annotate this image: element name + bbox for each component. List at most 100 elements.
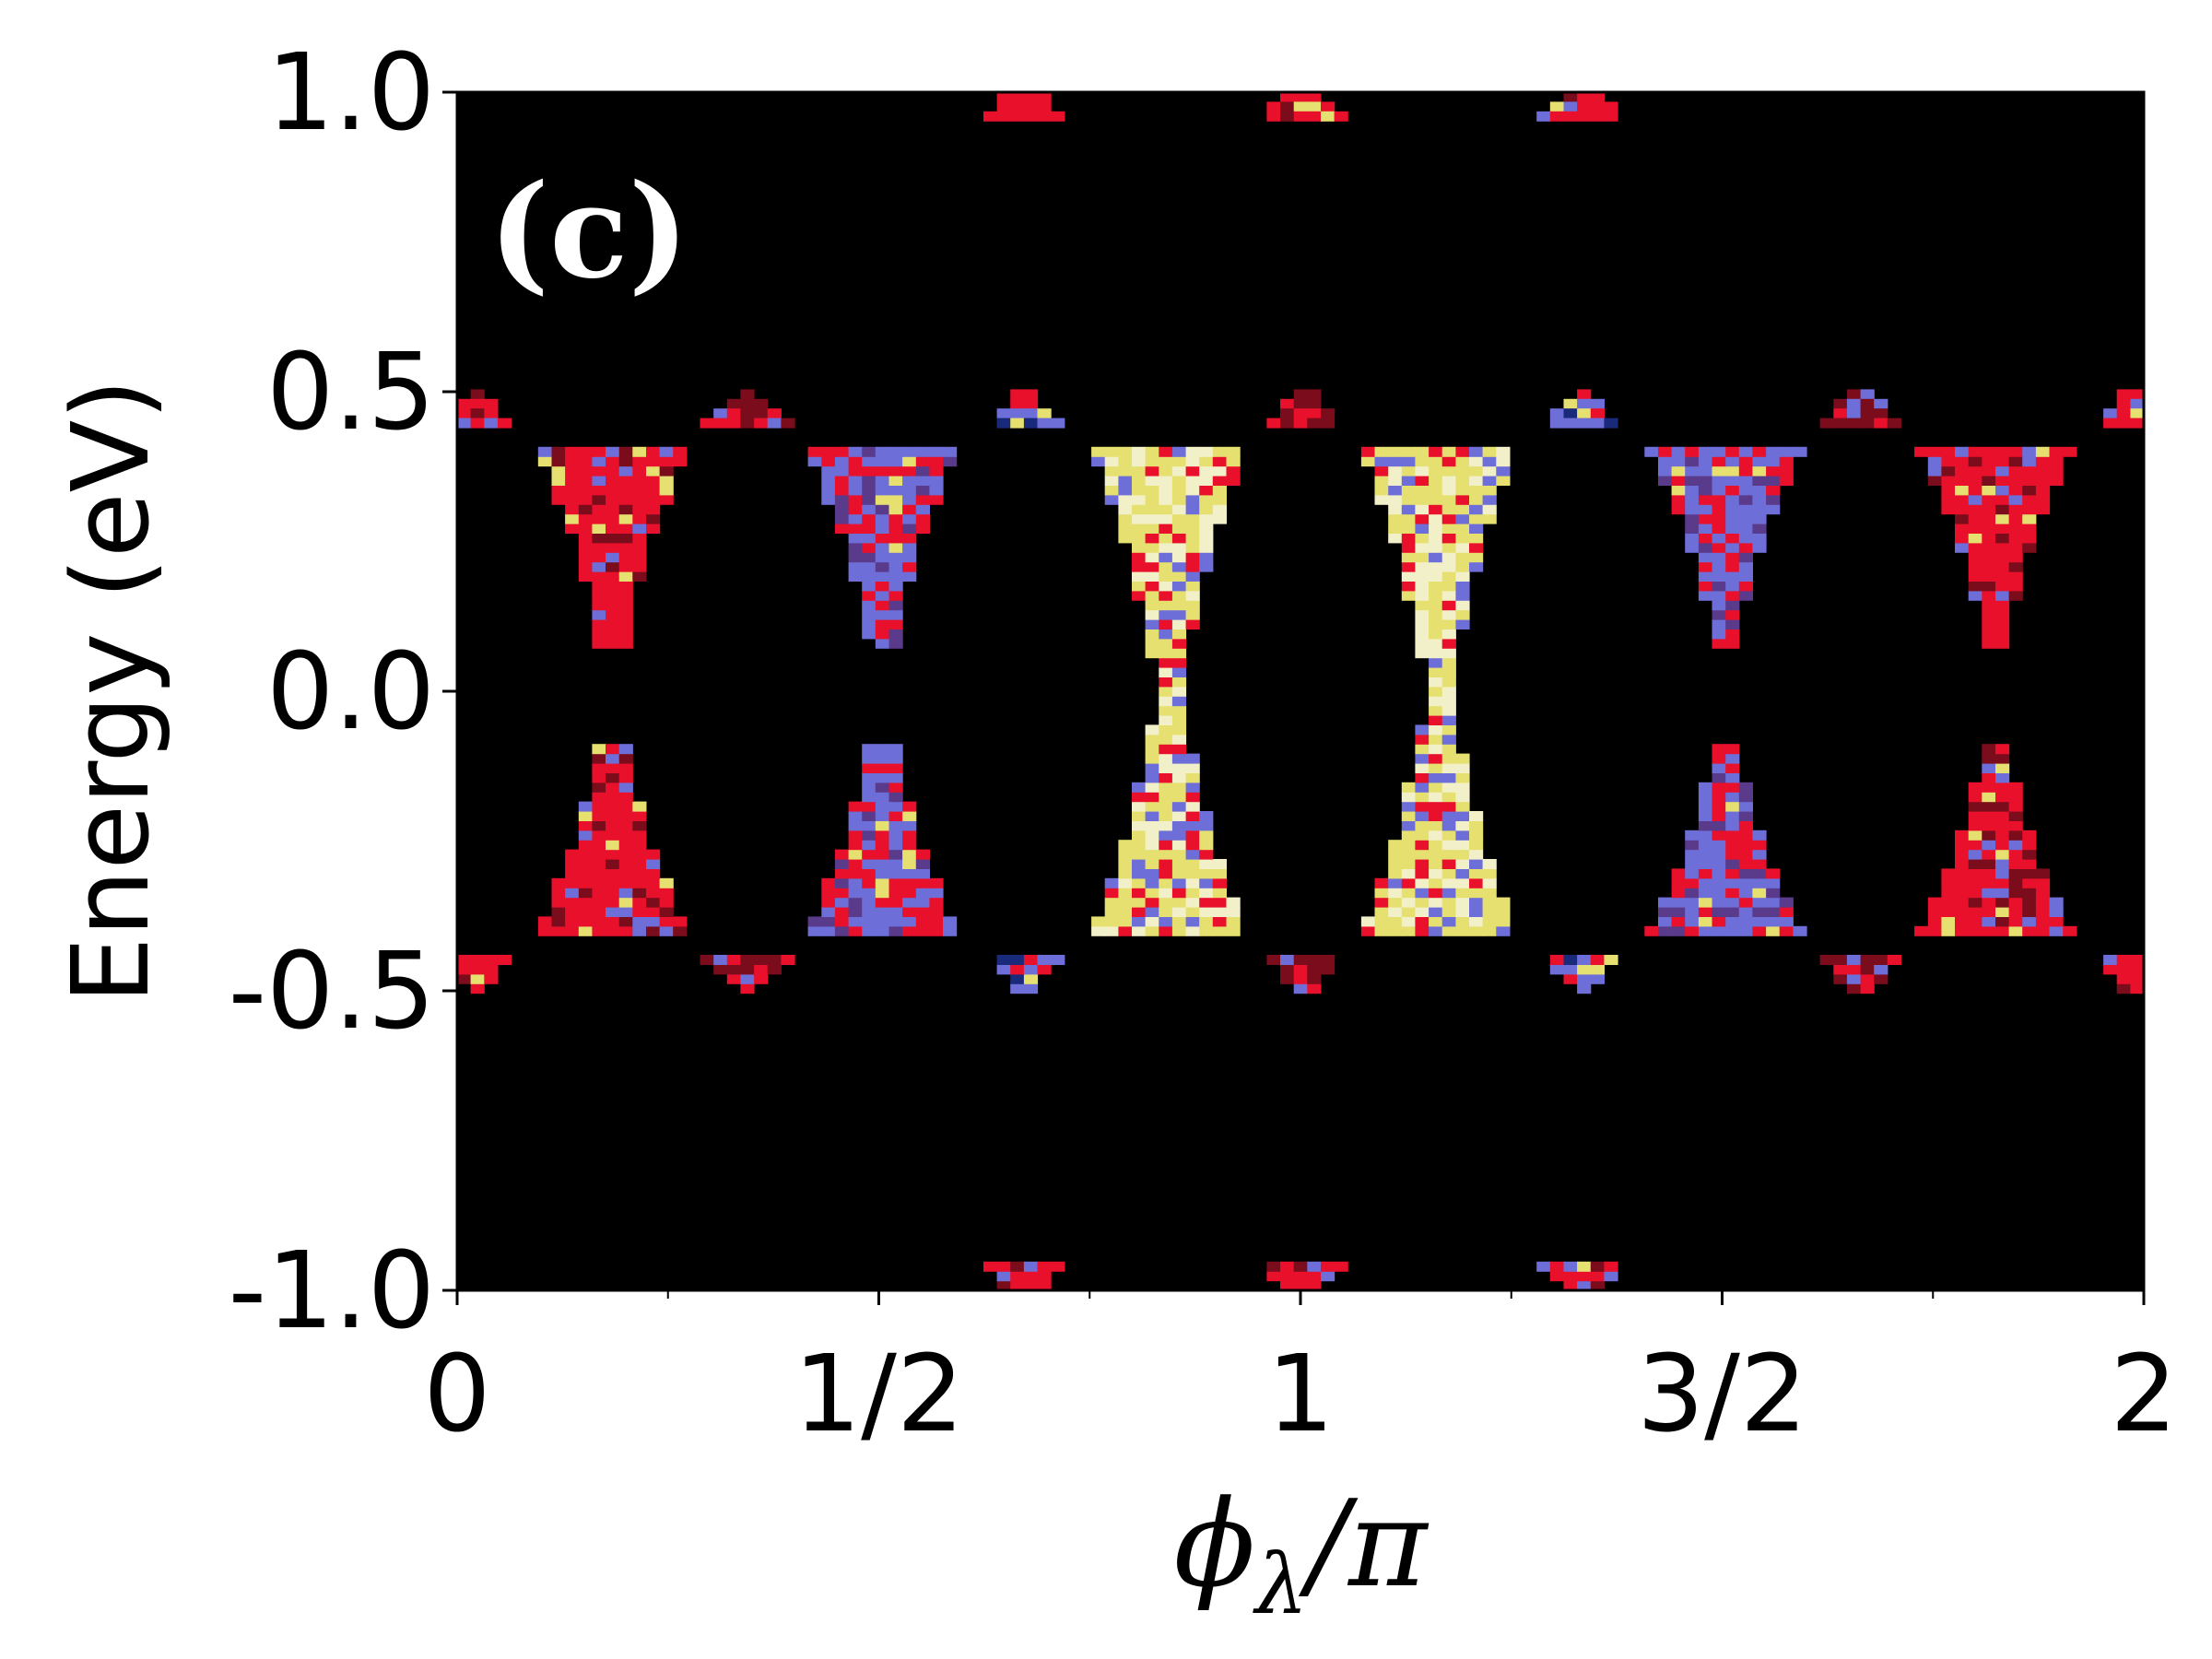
heatmap-cell	[1982, 504, 1996, 515]
heatmap-cell	[1374, 897, 1389, 908]
heatmap-cell	[1698, 533, 1713, 544]
heatmap-cell	[1982, 456, 1996, 467]
heatmap-cell	[565, 897, 580, 908]
heatmap-cell	[1171, 638, 1187, 649]
heatmap-cell	[1132, 524, 1147, 534]
heatmap-cell	[1698, 830, 1713, 841]
heatmap-cell	[1266, 955, 1281, 965]
heatmap-cell	[1159, 801, 1173, 812]
heatmap-cell	[902, 571, 917, 582]
heatmap-cell	[1226, 465, 1241, 477]
heatmap-cell	[1712, 524, 1726, 534]
heatmap-cell	[1159, 609, 1173, 620]
heatmap-cell	[1927, 925, 1942, 936]
heatmap-cell	[1132, 811, 1147, 821]
heatmap-cell	[1145, 581, 1159, 592]
heatmap-cell	[1388, 485, 1403, 496]
blob-feature-17	[457, 955, 512, 994]
heatmap-cell	[888, 772, 903, 783]
heatmap-cell	[1482, 859, 1497, 869]
heatmap-cell	[902, 830, 917, 841]
heatmap-cell	[807, 916, 822, 927]
heatmap-cell	[1226, 925, 1241, 936]
heatmap-cell	[888, 542, 903, 553]
heatmap-cell	[1185, 513, 1200, 524]
heatmap-cell	[1159, 868, 1173, 879]
heatmap-cell	[1563, 101, 1578, 112]
plot-background	[457, 92, 2144, 1290]
heatmap-cell	[915, 897, 930, 908]
heatmap-cell	[646, 859, 661, 869]
heatmap-cell	[1766, 925, 1781, 936]
heatmap-cell	[996, 964, 1011, 975]
heatmap-cell	[1455, 485, 1470, 496]
heatmap-cell	[726, 398, 741, 409]
heatmap-cell	[606, 524, 620, 534]
heatmap-cell	[1671, 897, 1686, 908]
heatmap-cell	[1132, 877, 1147, 888]
heatmap-cell	[1010, 111, 1025, 122]
heatmap-cell	[2022, 485, 2037, 496]
heatmap-cell	[1968, 830, 1983, 841]
heatmap-cell	[1185, 600, 1200, 611]
heatmap-cell	[592, 907, 606, 917]
heatmap-cell	[592, 820, 606, 831]
heatmap-cell	[1132, 801, 1147, 812]
heatmap-cell	[470, 408, 485, 419]
heatmap-cell	[1429, 552, 1443, 563]
heatmap-cell	[1846, 389, 1862, 400]
heatmap-cell	[1171, 667, 1187, 677]
heatmap-cell	[1145, 494, 1159, 505]
heatmap-cell	[1145, 734, 1159, 745]
heatmap-cell	[606, 849, 620, 860]
heatmap-cell	[1455, 753, 1470, 764]
heatmap-cell	[618, 792, 633, 803]
heatmap-cell	[1766, 916, 1781, 927]
heatmap-cell	[1712, 552, 1726, 563]
heatmap-cell	[457, 973, 472, 984]
heatmap-cell	[1482, 897, 1497, 908]
heatmap-cell	[902, 925, 917, 936]
heatmap-cell	[1388, 868, 1403, 879]
heatmap-cell	[1010, 983, 1025, 994]
heatmap-cell	[1171, 524, 1187, 534]
heatmap-cell	[848, 897, 863, 908]
heatmap-cell	[1401, 782, 1416, 793]
heatmap-cell	[1752, 868, 1767, 879]
heatmap-cell	[1171, 715, 1187, 725]
heatmap-cell	[1429, 840, 1443, 851]
heatmap-cell	[1415, 571, 1430, 582]
heatmap-cell	[578, 849, 593, 860]
heatmap-cell	[1415, 724, 1430, 735]
heatmap-cell	[902, 465, 917, 477]
heatmap-cell	[1482, 485, 1497, 496]
heatmap-cell	[996, 111, 1011, 122]
heatmap-cell	[1415, 629, 1430, 640]
heatmap-cell	[551, 494, 566, 505]
heatmap-cell	[929, 888, 944, 899]
heatmap-cell	[2022, 456, 2037, 467]
heatmap-cell	[1023, 964, 1039, 975]
heatmap-cell	[1132, 542, 1147, 553]
heatmap-cell	[1441, 744, 1456, 755]
heatmap-cell	[1698, 907, 1713, 917]
heatmap-cell	[2022, 916, 2037, 927]
heatmap-cell	[1496, 916, 1511, 927]
heatmap-cell	[1995, 792, 2010, 803]
heatmap-cell	[726, 973, 741, 984]
heatmap-cell	[1846, 408, 1862, 419]
heatmap-cell	[1415, 849, 1430, 860]
heatmap-cell	[606, 820, 620, 831]
heatmap-cell	[1429, 772, 1443, 783]
heatmap-cell	[1132, 446, 1147, 457]
heatmap-cell	[754, 408, 769, 419]
heatmap-cell	[1159, 734, 1173, 745]
heatmap-cell	[1185, 868, 1200, 879]
heatmap-cell	[1455, 581, 1470, 592]
heatmap-cell	[1563, 1271, 1578, 1282]
heatmap-cell	[1374, 446, 1389, 457]
heatmap-cell	[1941, 868, 1956, 879]
heatmap-cell	[1280, 1271, 1295, 1282]
heatmap-cell	[537, 446, 552, 457]
heatmap-cell	[1132, 533, 1147, 544]
